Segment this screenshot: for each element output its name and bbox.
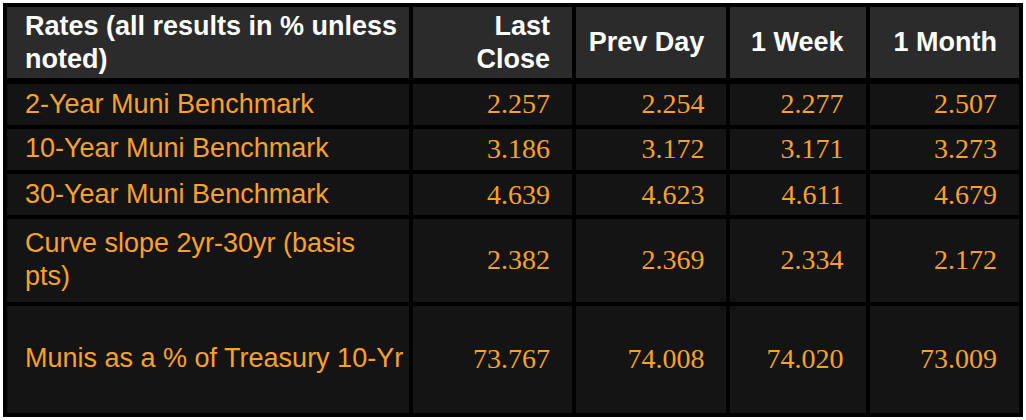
cell-value: 74.020 [728,304,867,415]
table-row: Munis as a % of Treasury 10-Yr 73.767 74… [5,304,1021,415]
cell-value: 4.639 [411,172,574,217]
cell-value: 4.679 [868,172,1021,217]
column-header-prev-day: Prev Day [574,5,728,81]
row-label: 30-Year Muni Benchmark [5,172,411,217]
row-label: 10-Year Muni Benchmark [5,127,411,172]
column-header-last-close: Last Close [411,5,574,81]
cell-value: 3.172 [574,127,728,172]
cell-value: 4.623 [574,172,728,217]
rates-table: Rates (all results in % unless noted) La… [3,3,1023,417]
cell-value: 2.172 [868,217,1021,304]
cell-value: 4.611 [728,172,867,217]
header-row: Rates (all results in % unless noted) La… [5,5,1021,81]
cell-value: 2.369 [574,217,728,304]
cell-value: 3.171 [728,127,867,172]
table-row: 10-Year Muni Benchmark 3.186 3.172 3.171… [5,127,1021,172]
cell-value: 74.008 [574,304,728,415]
cell-value: 2.277 [728,81,867,126]
cell-value: 73.009 [868,304,1021,415]
cell-value: 73.767 [411,304,574,415]
table-row: Curve slope 2yr-30yr (basis pts) 2.382 2… [5,217,1021,304]
cell-value: 3.273 [868,127,1021,172]
row-label: Curve slope 2yr-30yr (basis pts) [5,217,411,304]
cell-value: 2.334 [728,217,867,304]
column-header-1-week: 1 Week [728,5,867,81]
table-frame: Rates (all results in % unless noted) La… [0,0,1026,420]
column-header-1-month: 1 Month [868,5,1021,81]
header-title: Rates (all results in % unless noted) [5,5,411,81]
table-row: 2-Year Muni Benchmark 2.257 2.254 2.277 … [5,81,1021,126]
cell-value: 2.254 [574,81,728,126]
cell-value: 2.507 [868,81,1021,126]
cell-value: 2.382 [411,217,574,304]
cell-value: 2.257 [411,81,574,126]
table-row: 30-Year Muni Benchmark 4.639 4.623 4.611… [5,172,1021,217]
row-label: 2-Year Muni Benchmark [5,81,411,126]
cell-value: 3.186 [411,127,574,172]
row-label: Munis as a % of Treasury 10-Yr [5,304,411,415]
